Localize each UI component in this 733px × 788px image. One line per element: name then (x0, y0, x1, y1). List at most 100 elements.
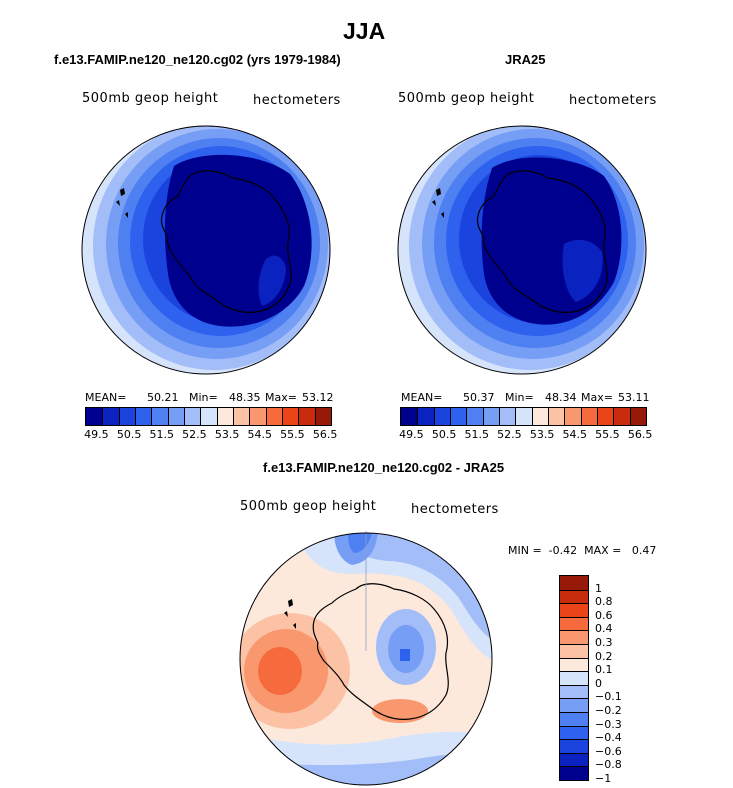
colorbar-tick-label: 0.3 (595, 636, 613, 649)
model-max-value: 53.12 (302, 391, 334, 404)
colorbar-tick-label: −0.4 (595, 731, 622, 745)
colorbar-swatch (417, 408, 434, 425)
colorbar-swatch (249, 408, 266, 425)
colorbar-tick-label: 49.5 (399, 428, 424, 441)
colorbar-swatch (118, 408, 135, 425)
colorbar-swatch (466, 408, 483, 425)
diff-units-label: hectometers (411, 502, 499, 517)
obs-mean-value: 50.37 (463, 391, 495, 404)
colorbar-tick-label: 51.5 (149, 428, 175, 441)
colorbar-tick-label: −0.6 (595, 744, 622, 758)
obs-min-label: Min= (505, 391, 534, 404)
colorbar-tick-label: 0.2 (595, 649, 613, 663)
model-units-label: hectometers (253, 93, 341, 108)
obs-max-label: Max= (581, 391, 613, 404)
colorbar-swatch (232, 408, 250, 425)
model-variable-label: 500mb geop height (82, 91, 219, 106)
colorbar-swatch (560, 684, 588, 699)
colorbar-swatch (167, 408, 184, 425)
colorbar-tick-label: 0.4 (595, 622, 613, 636)
colorbar-swatch (86, 408, 103, 425)
colorbar-tick-label: 52.5 (182, 428, 207, 441)
colorbar-swatch (560, 603, 588, 617)
colorbar-swatch (560, 643, 588, 658)
colorbar-swatch (547, 408, 565, 425)
season-title: JJA (343, 18, 386, 44)
colorbar-tick-label: 0.1 (595, 663, 613, 677)
model-max-label: Max= (265, 391, 297, 404)
model-colorbar (85, 407, 332, 426)
obs-polar-map (397, 125, 647, 375)
colorbar-swatch (515, 408, 532, 425)
colorbar-tick-label: 52.5 (497, 428, 522, 441)
colorbar-tick-label: 55.5 (595, 428, 620, 441)
colorbar-tick-label: 53.5 (214, 428, 240, 441)
diff-variable-label: 500mb geop height (240, 499, 377, 514)
colorbar-swatch (102, 408, 119, 425)
colorbar-swatch (560, 630, 588, 644)
colorbar-swatch (596, 408, 614, 425)
colorbar-swatch (560, 739, 588, 753)
colorbar-tick-label: −0.8 (595, 758, 622, 772)
colorbar-swatch (314, 408, 331, 425)
colorbar-tick-label: −0.1 (595, 690, 622, 704)
colorbar-swatch (560, 589, 588, 604)
colorbar-swatch (560, 725, 588, 740)
colorbar-tick-label: 0 (595, 676, 602, 690)
colorbar-tick-label: 1 (595, 581, 602, 595)
colorbar-swatch (613, 408, 630, 425)
diff-panel-title: f.e13.FAMIP.ne120_ne120.cg02 - JRA25 (263, 460, 505, 475)
colorbar-swatch (498, 408, 516, 425)
colorbar-tick-label: −0.3 (595, 717, 622, 731)
colorbar-tick-label: −0.2 (595, 704, 622, 717)
model-mean-label: MEAN= (85, 391, 127, 404)
colorbar-swatch (560, 616, 588, 631)
colorbar-tick-label: 53.5 (529, 428, 555, 441)
colorbar-tick-label: 56.5 (627, 428, 653, 441)
obs-mean-label: MEAN= (401, 391, 443, 404)
colorbar-swatch (560, 752, 588, 767)
colorbar-swatch (560, 766, 588, 780)
colorbar-swatch (183, 408, 201, 425)
colorbar-tick-label: 0.8 (595, 595, 613, 609)
colorbar-tick-label: 50.5 (431, 428, 457, 441)
colorbar-swatch (560, 711, 588, 726)
colorbar-swatch (216, 408, 233, 425)
colorbar-tick-label: −1 (595, 772, 612, 785)
obs-colorbar (400, 407, 647, 426)
colorbar-tick-label: 49.5 (84, 428, 109, 441)
model-panel-title: f.e13.FAMIP.ne120_ne120.cg02 (yrs 1979-1… (54, 52, 341, 67)
colorbar-tick-label: 56.5 (312, 428, 338, 441)
colorbar-tick-label: 54.5 (247, 428, 273, 441)
colorbar-tick-label: 51.5 (464, 428, 490, 441)
colorbar-swatch (482, 408, 499, 425)
colorbar-swatch (531, 408, 548, 425)
colorbar-swatch (560, 576, 588, 590)
model-min-label: Min= (189, 391, 218, 404)
colorbar-tick-label: 54.5 (562, 428, 588, 441)
colorbar-swatch (200, 408, 217, 425)
colorbar-swatch (629, 408, 646, 425)
colorbar-swatch (298, 408, 315, 425)
obs-variable-label: 500mb geop height (398, 91, 535, 106)
colorbar-tick-label: 55.5 (280, 428, 305, 441)
colorbar-swatch (580, 408, 597, 425)
colorbar-swatch (265, 408, 282, 425)
colorbar-swatch (560, 657, 588, 672)
diff-minmax-label: MIN = -0.42 MAX = 0.47 (508, 544, 657, 557)
colorbar-swatch (151, 408, 168, 425)
colorbar-swatch (281, 408, 299, 425)
colorbar-swatch (560, 671, 588, 685)
colorbar-swatch (134, 408, 152, 425)
obs-units-label: hectometers (569, 93, 657, 108)
colorbar-tick-label: 0.6 (595, 608, 613, 622)
model-mean-value: 50.21 (147, 391, 179, 404)
obs-min-value: 48.34 (545, 391, 577, 404)
colorbar-swatch (449, 408, 467, 425)
colorbar-swatch (433, 408, 450, 425)
obs-panel-title: JRA25 (505, 52, 546, 67)
colorbar-tick-label: 50.5 (116, 428, 142, 441)
colorbar-swatch (564, 408, 581, 425)
colorbar-swatch (560, 698, 588, 712)
model-polar-map (81, 125, 331, 375)
